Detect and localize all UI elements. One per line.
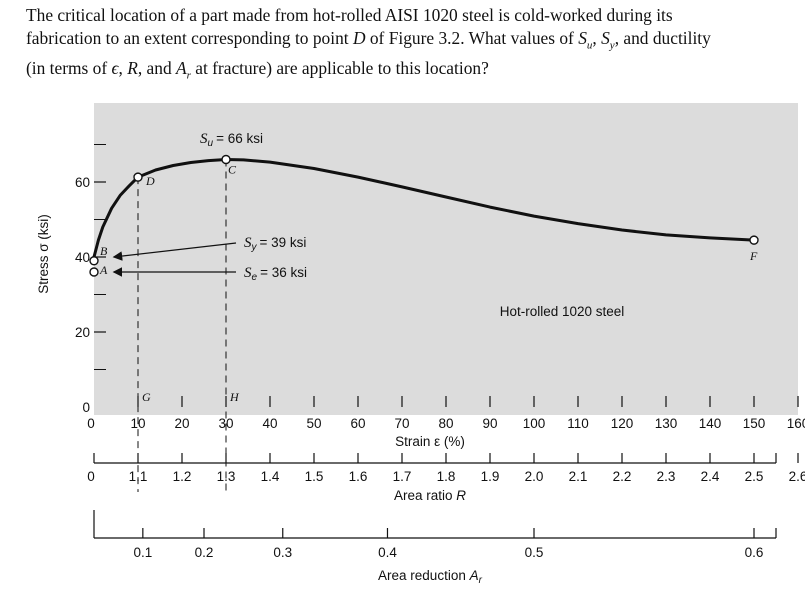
point-g-label: G	[142, 390, 151, 404]
point-b-label: B	[100, 244, 108, 258]
stress-strain-curve	[92, 158, 755, 258]
x-tick-label: 110	[567, 416, 589, 431]
point-c-label: C	[228, 163, 237, 177]
su-annotation: Su = 66 ksi	[200, 131, 263, 149]
y-axis-label: Stress σ (ksi)	[36, 214, 51, 294]
point-c-marker	[221, 154, 231, 165]
point-b-marker	[89, 256, 99, 266]
question-text: The critical location of a part made fro…	[26, 4, 796, 88]
area-ratio-tick-label: 1.5	[305, 469, 324, 484]
area-ratio-tick-label: 2.6	[789, 469, 805, 484]
area-reduction-tick-label: 0.2	[195, 545, 214, 560]
area-reduction-tick-label: 0.4	[378, 545, 397, 560]
x-tick-label: 40	[262, 416, 277, 431]
area-ratio-tick-label: 2.1	[569, 469, 588, 484]
area-ratio-tick-label: 1.4	[261, 469, 280, 484]
area-ratio-tick-label: 2.4	[701, 469, 720, 484]
x-tick-label: 130	[655, 416, 678, 431]
area-ratio-tick-label: 1.8	[437, 469, 456, 484]
question-line-3: (in terms of ϵ, R, and Ar at fracture) a…	[26, 58, 489, 82]
point-d-label: D	[145, 174, 155, 188]
y-tick-label: 20	[75, 325, 90, 340]
area-reduction-tick-label: 0.1	[133, 545, 152, 560]
area-ratio-tick-label: 1.1	[129, 469, 148, 484]
x-tick-label: 150	[743, 416, 766, 431]
area-reduction-tick-label: 0.5	[525, 545, 544, 560]
x-tick-label: 80	[438, 416, 453, 431]
x-axis-label: Strain ε (%)	[395, 434, 465, 449]
x-tick-label: 0	[87, 416, 95, 431]
area-ratio-axis-label: Area ratio R	[394, 488, 466, 503]
area-reduction-tick-label: 0.6	[745, 545, 764, 560]
area-ratio-tick-label: 2.0	[525, 469, 544, 484]
point-f-marker	[749, 235, 759, 245]
area-ratio-tick-label: 0	[87, 469, 95, 484]
x-tick-label: 120	[611, 416, 634, 431]
x-tick-label: 70	[394, 416, 409, 431]
x-tick-label: 60	[350, 416, 365, 431]
x-tick-label: 160	[787, 416, 805, 431]
area-ratio-tick-label: 1.2	[173, 469, 192, 484]
point-a-label: A	[99, 263, 108, 277]
point-d-marker	[133, 172, 143, 182]
area-ratio-tick-label: 1.7	[393, 469, 412, 484]
plot-area	[94, 103, 798, 415]
x-tick-label: 140	[699, 416, 722, 431]
area-ratio-tick-label: 2.3	[657, 469, 676, 484]
area-ratio-tick-label: 1.9	[481, 469, 500, 484]
point-a-marker	[89, 267, 99, 277]
sy-arrow	[112, 242, 237, 261]
x-tick-label: 90	[482, 416, 497, 431]
y-tick-label: 60	[75, 175, 90, 190]
sy-annotation: Sy = 39 ksi	[244, 235, 306, 253]
x-tick-label: 100	[523, 416, 546, 431]
point-h-label: H	[229, 390, 240, 404]
se-annotation: Se = 36 ksi	[244, 265, 307, 283]
y-tick-label: 40	[75, 250, 90, 265]
area-reduction-axis-label: Area reduction Ar	[378, 568, 483, 586]
point-f-label: F	[749, 249, 758, 263]
x-tick-label: 20	[174, 416, 189, 431]
area-reduction-tick-label: 0.3	[273, 545, 292, 560]
material-annotation: Hot-rolled 1020 steel	[500, 304, 625, 319]
area-ratio-tick-label: 2.2	[613, 469, 632, 484]
area-ratio-tick-label: 2.5	[745, 469, 764, 484]
area-ratio-tick-label: 1.6	[349, 469, 368, 484]
question-line-1: The critical location of a part made fro…	[26, 5, 673, 25]
x-tick-label: 50	[306, 416, 321, 431]
question-line-2: fabrication to an extent corresponding t…	[26, 28, 711, 52]
y-tick-label: 0	[82, 400, 90, 415]
